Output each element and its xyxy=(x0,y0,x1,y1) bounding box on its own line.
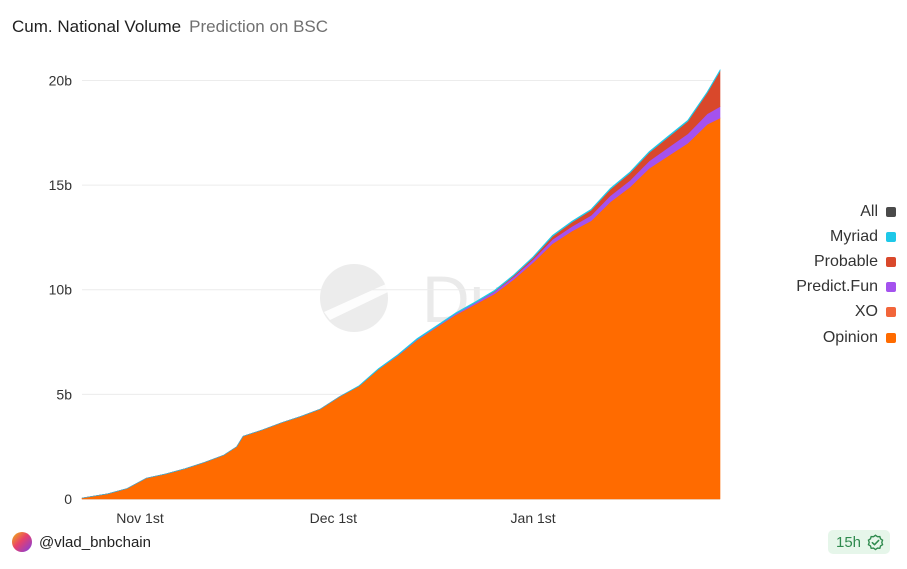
author-credit[interactable]: @vlad_bnbchain xyxy=(12,532,151,552)
legend-swatch-icon xyxy=(886,332,896,343)
legend-swatch-icon xyxy=(886,256,896,267)
legend-swatch-icon xyxy=(886,282,896,293)
legend: All Myriad Probable Predict.Fun XO Opinion xyxy=(796,199,896,350)
legend-label: Predict.Fun xyxy=(796,278,878,296)
y-tick-label: 15b xyxy=(49,177,73,193)
legend-item-xo[interactable]: XO xyxy=(796,300,896,325)
chart-subtitle: Prediction on BSC xyxy=(189,17,329,36)
verified-check-icon xyxy=(867,533,884,550)
legend-label: Opinion xyxy=(822,328,878,346)
legend-label: Myriad xyxy=(829,227,878,245)
refresh-time: 15h xyxy=(836,533,862,551)
dune-logo-icon xyxy=(320,264,388,332)
legend-label: Probable xyxy=(813,252,878,270)
x-tick-label: Nov 1st xyxy=(116,510,164,526)
author-handle: @vlad_bnbchain xyxy=(39,533,151,551)
legend-item-predict-fun[interactable]: Predict.Fun xyxy=(796,275,896,300)
x-tick-label: Jan 1st xyxy=(511,510,556,526)
legend-item-opinion[interactable]: Opinion xyxy=(796,325,896,350)
y-tick-label: 0 xyxy=(64,491,72,507)
legend-swatch-icon xyxy=(886,307,896,318)
chart-title: Cum. National Volume xyxy=(12,17,182,36)
series-area-opinion[interactable] xyxy=(81,117,721,500)
legend-item-probable[interactable]: Probable xyxy=(796,249,896,274)
refresh-badge[interactable]: 15h xyxy=(828,530,891,554)
y-tick-label: 20b xyxy=(49,72,73,88)
y-tick-label: 10b xyxy=(49,282,73,298)
legend-swatch-icon xyxy=(886,206,896,217)
legend-label: XO xyxy=(854,303,878,321)
legend-swatch-icon xyxy=(886,231,896,242)
legend-label: All xyxy=(860,202,878,220)
legend-item-myriad[interactable]: Myriad xyxy=(796,224,896,249)
dune-logo-slash-icon xyxy=(324,284,388,320)
avatar xyxy=(12,532,32,552)
y-tick-label: 5b xyxy=(56,386,72,402)
chart-header: Cum. National Volume Prediction on BSC xyxy=(12,17,328,37)
legend-item-all[interactable]: All xyxy=(796,199,896,224)
series-area-myriad[interactable] xyxy=(81,68,721,499)
x-tick-label: Dec 1st xyxy=(310,510,358,526)
